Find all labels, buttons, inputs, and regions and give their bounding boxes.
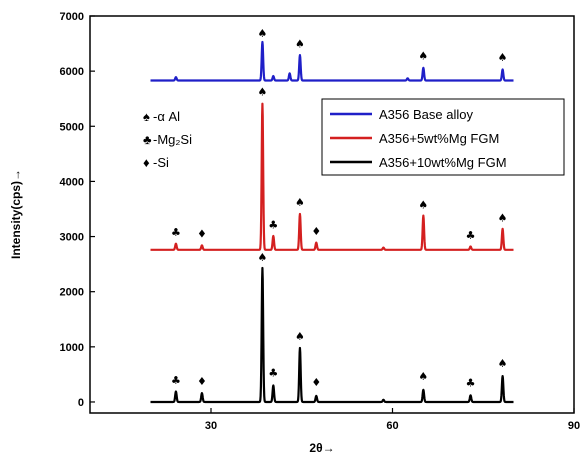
peak-marker: ♠ xyxy=(257,27,267,40)
peak-marker: ♠ xyxy=(498,51,508,64)
marker-legend-symbol: ♠ xyxy=(143,109,150,124)
y-tick-label: 7000 xyxy=(60,11,84,23)
peak-marker: ♠ xyxy=(295,196,305,209)
marker-legend-label: -Mg₂Si xyxy=(153,132,192,147)
peak-marker: ♣ xyxy=(171,226,181,239)
legend-label: A356+10wt%Mg FGM xyxy=(379,155,507,170)
series-legend: A356 Base alloy A356+5wt%Mg FGM A356+10wt%… xyxy=(321,98,565,176)
series-line-1 xyxy=(149,40,515,82)
axis-ticks: 0 1000 2000 3000 4000 5000 6000 7000 30 60 90 xyxy=(60,11,581,432)
peak-marker: ♠ xyxy=(418,198,428,211)
peak-annotations: ♠ ♠ ♠ ♠ ♠ ♣ ♦ ♣ ♠ ♦ ♠ ♣ ♠ ♠ ♣ ♦ ♣ ♠ ♦ ♠ ♣ ♠ xyxy=(171,27,508,390)
peak-marker: ♠ xyxy=(418,50,428,63)
marker-legend-label: -Si xyxy=(153,155,169,170)
peak-marker: ♦ xyxy=(197,228,207,241)
peak-marker: ♣ xyxy=(268,218,278,231)
peak-marker: ♠ xyxy=(295,330,305,343)
peak-marker: ♠ xyxy=(295,37,305,50)
y-tick-label: 1000 xyxy=(60,342,84,354)
peak-marker: ♠ xyxy=(498,212,508,225)
x-axis-title: 2θ→ xyxy=(309,441,334,455)
legend-entries: A356 Base alloy A356+5wt%Mg FGM A356+10wt%… xyxy=(330,107,507,170)
peak-marker: ♣ xyxy=(466,377,476,390)
marker-legend: ♠ -α Al♣ -Mg₂Si♦ -Si xyxy=(143,109,192,170)
peak-marker: ♠ xyxy=(498,357,508,370)
x-tick-label: 90 xyxy=(568,420,580,432)
series-line-2 xyxy=(149,102,515,251)
x-tick-label: 60 xyxy=(386,420,398,432)
peak-marker: ♠ xyxy=(257,251,267,264)
legend-label: A356+5wt%Mg FGM xyxy=(379,131,499,146)
y-tick-label: 6000 xyxy=(60,66,84,78)
peak-marker: ♠ xyxy=(418,370,428,383)
y-axis-title: Intensity(cps)→ xyxy=(9,169,23,259)
peak-marker: ♣ xyxy=(466,229,476,242)
peak-marker: ♣ xyxy=(171,374,181,387)
y-tick-label: 3000 xyxy=(60,232,84,244)
y-tick-label: 4000 xyxy=(60,176,84,188)
marker-legend-symbol: ♦ xyxy=(143,155,150,170)
peak-marker: ♠ xyxy=(257,85,267,98)
plot-frame xyxy=(89,15,575,414)
marker-legend-label: -α Al xyxy=(153,109,180,124)
peak-marker: ♦ xyxy=(197,375,207,388)
series-layer xyxy=(149,40,515,404)
y-tick-label: 0 xyxy=(78,397,84,409)
series-line-3 xyxy=(149,266,515,404)
peak-marker: ♦ xyxy=(311,225,321,238)
marker-legend-symbol: ♣ xyxy=(143,132,152,147)
y-tick-label: 2000 xyxy=(60,287,84,299)
legend-label: A356 Base alloy xyxy=(379,107,473,122)
x-tick-label: 30 xyxy=(205,420,217,432)
peak-marker: ♦ xyxy=(311,376,321,389)
peak-marker: ♣ xyxy=(268,367,278,380)
y-tick-label: 5000 xyxy=(60,121,84,133)
